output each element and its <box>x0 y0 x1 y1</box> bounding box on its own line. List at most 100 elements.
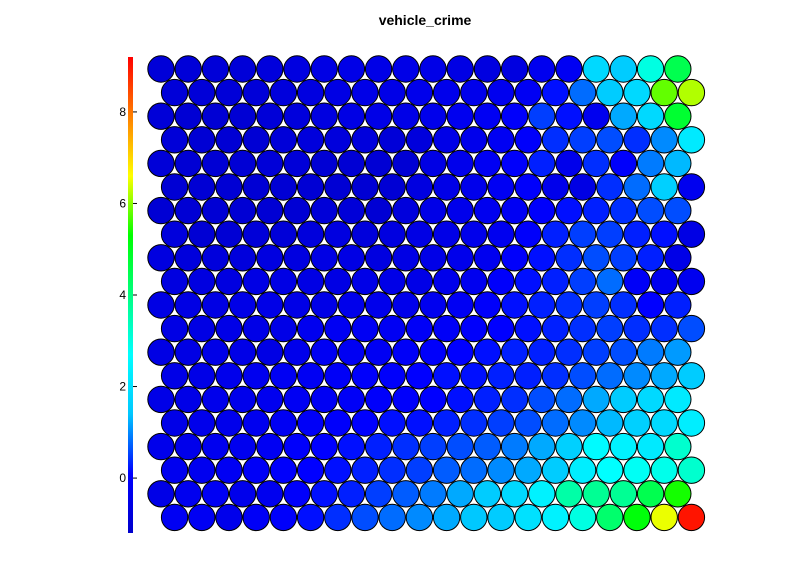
hex-cell <box>242 409 270 437</box>
hex-cell <box>432 267 461 296</box>
hex-cell <box>473 291 502 319</box>
hex-cell <box>174 432 202 461</box>
hex-cell <box>636 102 665 130</box>
hex-cell <box>160 503 189 532</box>
hex-cell <box>160 78 189 107</box>
hex-cell <box>636 385 665 414</box>
hex-cell <box>514 409 542 437</box>
hex-cell <box>324 267 352 296</box>
hex-cell <box>256 338 284 366</box>
hex-cell <box>473 480 502 508</box>
colorbar-ticks: 0 2 4 6 8 <box>119 105 137 485</box>
hex-cell <box>541 314 570 343</box>
hex-cell <box>242 503 270 532</box>
hex-cell <box>405 456 434 484</box>
hex-cell <box>528 338 556 366</box>
hex-cell <box>269 503 298 532</box>
hex-cell <box>324 173 352 201</box>
hex-cell <box>664 102 692 130</box>
hex-cell <box>664 55 692 83</box>
hex-cell <box>582 385 610 414</box>
hex-cell <box>623 456 651 484</box>
hex-cell <box>160 267 189 296</box>
hex-cell <box>283 196 311 225</box>
hex-cell <box>215 267 243 296</box>
hex-cell <box>487 173 515 201</box>
hex-cell <box>296 78 325 107</box>
hex-cell <box>664 196 692 225</box>
hex-cell <box>664 244 692 272</box>
hex-cell <box>541 362 570 390</box>
hex-cell <box>215 503 243 532</box>
hex-cell <box>242 362 270 390</box>
hex-cell <box>650 78 678 107</box>
hex-cell <box>310 102 338 130</box>
hex-cell <box>351 126 379 154</box>
hex-cell <box>256 291 284 319</box>
hex-cell <box>636 291 665 319</box>
hex-cell <box>664 291 692 319</box>
hex-cell <box>174 385 202 414</box>
hex-cell <box>487 314 515 343</box>
hex-cell <box>337 432 366 461</box>
hex-cell <box>147 55 175 83</box>
hex-cell <box>609 55 638 83</box>
hex-cell <box>310 196 338 225</box>
hex-cell <box>650 503 678 532</box>
hex-cell <box>188 220 216 248</box>
hex-cell <box>324 456 352 484</box>
hex-cell <box>677 173 706 201</box>
hex-cell <box>337 149 366 178</box>
hex-cell <box>541 220 570 248</box>
hex-cell <box>677 220 706 248</box>
hex-cell <box>324 409 352 437</box>
hex-cell <box>432 314 461 343</box>
hex-cell <box>636 149 665 178</box>
hex-cell <box>283 480 311 508</box>
hex-cell <box>487 78 515 107</box>
hex-cell <box>473 338 502 366</box>
hex-cell <box>582 480 610 508</box>
hex-cell <box>283 244 311 272</box>
hex-cell <box>201 196 230 225</box>
hex-cell <box>351 173 379 201</box>
hex-cell <box>582 149 610 178</box>
hex-cell <box>500 244 529 272</box>
hex-cell <box>555 196 583 225</box>
hex-cell <box>147 291 175 319</box>
hex-cell <box>568 220 597 248</box>
hex-cell <box>283 385 311 414</box>
hex-cell <box>351 78 379 107</box>
hex-cell <box>432 220 461 248</box>
hex-cell <box>650 220 678 248</box>
hex-cell <box>296 503 325 532</box>
hex-cell <box>419 55 447 83</box>
hex-cell <box>215 362 243 390</box>
hex-cell <box>242 267 270 296</box>
colorbar-tick-label: 2 <box>119 380 126 394</box>
hex-cell <box>147 432 175 461</box>
hex-cell <box>677 267 706 296</box>
hex-cell <box>636 432 665 461</box>
hex-cell <box>201 385 230 414</box>
colorbar-tick-label: 0 <box>119 471 126 485</box>
hex-cell <box>351 503 379 532</box>
hex-cell <box>487 126 515 154</box>
hex-cell <box>446 149 474 178</box>
hex-cell <box>269 362 298 390</box>
hex-cell <box>256 480 284 508</box>
hex-cell <box>419 480 447 508</box>
hex-cell <box>215 173 243 201</box>
hex-cell <box>269 78 298 107</box>
hex-cell <box>256 55 284 83</box>
hex-cell <box>514 220 542 248</box>
hex-cell <box>188 456 216 484</box>
hex-cell <box>419 432 447 461</box>
hex-cell <box>378 126 406 154</box>
hex-cell <box>256 196 284 225</box>
hex-cell <box>201 102 230 130</box>
hex-cell <box>337 338 366 366</box>
hex-cell <box>609 149 638 178</box>
hex-cell <box>568 173 597 201</box>
